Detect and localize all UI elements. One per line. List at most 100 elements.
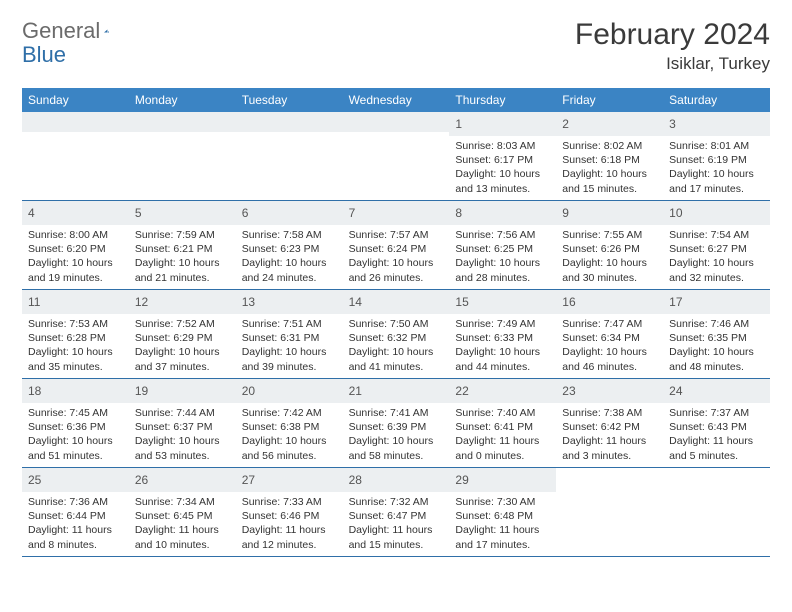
sunset-line: Sunset: 6:39 PM [349,420,444,434]
sunrise-line: Sunrise: 7:51 AM [242,317,337,331]
day-cell: 10Sunrise: 7:54 AMSunset: 6:27 PMDayligh… [663,201,770,289]
day-number: 22 [455,384,468,398]
cell-body: Sunrise: 7:56 AMSunset: 6:25 PMDaylight:… [449,225,556,289]
sunset-line: Sunset: 6:26 PM [562,242,657,256]
daylight-line: Daylight: 11 hours and 10 minutes. [135,523,230,551]
sunset-line: Sunset: 6:45 PM [135,509,230,523]
daynum-row: 25 [22,468,129,492]
empty-cell [129,112,236,200]
daynum-row: 3 [663,112,770,136]
daylight-line: Daylight: 10 hours and 17 minutes. [669,167,764,195]
daynum-row: 2 [556,112,663,136]
day-cell: 7Sunrise: 7:57 AMSunset: 6:24 PMDaylight… [343,201,450,289]
cell-body: Sunrise: 7:59 AMSunset: 6:21 PMDaylight:… [129,225,236,289]
day-number: 21 [349,384,362,398]
daynum-row: 8 [449,201,556,225]
empty-cell [556,468,663,556]
day-number: 20 [242,384,255,398]
sunset-line: Sunset: 6:20 PM [28,242,123,256]
sunset-line: Sunset: 6:47 PM [349,509,444,523]
day-cell: 24Sunrise: 7:37 AMSunset: 6:43 PMDayligh… [663,379,770,467]
sunrise-line: Sunrise: 7:37 AM [669,406,764,420]
daylight-line: Daylight: 10 hours and 30 minutes. [562,256,657,284]
daylight-line: Daylight: 10 hours and 41 minutes. [349,345,444,373]
day-number: 7 [349,206,356,220]
day-number: 12 [135,295,148,309]
sunset-line: Sunset: 6:23 PM [242,242,337,256]
day-number: 8 [455,206,462,220]
day-number: 18 [28,384,41,398]
day-cell: 17Sunrise: 7:46 AMSunset: 6:35 PMDayligh… [663,290,770,378]
sunrise-line: Sunrise: 7:54 AM [669,228,764,242]
daylight-line: Daylight: 10 hours and 53 minutes. [135,434,230,462]
daylight-line: Daylight: 10 hours and 51 minutes. [28,434,123,462]
sunset-line: Sunset: 6:46 PM [242,509,337,523]
cell-body: Sunrise: 7:54 AMSunset: 6:27 PMDaylight:… [663,225,770,289]
day-cell: 18Sunrise: 7:45 AMSunset: 6:36 PMDayligh… [22,379,129,467]
daynum-row [556,468,663,488]
page-header: General February 2024 Isiklar, Turkey [22,18,770,74]
cell-body: Sunrise: 7:41 AMSunset: 6:39 PMDaylight:… [343,403,450,467]
week-row: 4Sunrise: 8:00 AMSunset: 6:20 PMDaylight… [22,201,770,290]
daynum-row: 4 [22,201,129,225]
daynum-row [22,112,129,132]
cell-body: Sunrise: 7:38 AMSunset: 6:42 PMDaylight:… [556,403,663,467]
day-cell: 5Sunrise: 7:59 AMSunset: 6:21 PMDaylight… [129,201,236,289]
daynum-row: 19 [129,379,236,403]
sunset-line: Sunset: 6:21 PM [135,242,230,256]
day-cell: 8 Sunrise: 7:56 AMSunset: 6:25 PMDaylight… [449,201,556,289]
week-row: 11Sunrise: 7:53 AMSunset: 6:28 PMDayligh… [22,290,770,379]
sunset-line: Sunset: 6:17 PM [455,153,550,167]
daynum-row: 16 [556,290,663,314]
day-cell: 15Sunrise: 7:49 AMSunset: 6:33 PMDayligh… [449,290,556,378]
day-cell: 19Sunrise: 7:44 AMSunset: 6:37 PMDayligh… [129,379,236,467]
cell-body: Sunrise: 7:33 AMSunset: 6:46 PMDaylight:… [236,492,343,556]
daylight-line: Daylight: 11 hours and 15 minutes. [349,523,444,551]
title-block: February 2024 Isiklar, Turkey [575,18,770,74]
sunset-line: Sunset: 6:38 PM [242,420,337,434]
logo-line2: Blue [22,42,66,68]
day-cell: 26Sunrise: 7:34 AMSunset: 6:45 PMDayligh… [129,468,236,556]
cell-body: Sunrise: 7:36 AMSunset: 6:44 PMDaylight:… [22,492,129,556]
cell-body: Sunrise: 7:34 AMSunset: 6:45 PMDaylight:… [129,492,236,556]
sunset-line: Sunset: 6:42 PM [562,420,657,434]
cell-body [129,132,236,139]
sunrise-line: Sunrise: 7:41 AM [349,406,444,420]
cell-body: Sunrise: 8:01 AMSunset: 6:19 PMDaylight:… [663,136,770,200]
cell-body: Sunrise: 7:37 AMSunset: 6:43 PMDaylight:… [663,403,770,467]
cell-body: Sunrise: 7:50 AMSunset: 6:32 PMDaylight:… [343,314,450,378]
daylight-line: Daylight: 10 hours and 39 minutes. [242,345,337,373]
sunrise-line: Sunrise: 7:50 AM [349,317,444,331]
daylight-line: Daylight: 11 hours and 3 minutes. [562,434,657,462]
daynum-row: 22 [449,379,556,403]
sunset-line: Sunset: 6:44 PM [28,509,123,523]
cell-body: Sunrise: 7:42 AMSunset: 6:38 PMDaylight:… [236,403,343,467]
month-title: February 2024 [575,18,770,52]
sunset-line: Sunset: 6:35 PM [669,331,764,345]
sunrise-line: Sunrise: 7:38 AM [562,406,657,420]
day-header-wednesday: Wednesday [343,88,450,112]
sunrise-line: Sunrise: 7:45 AM [28,406,123,420]
sunset-line: Sunset: 6:48 PM [455,509,550,523]
daynum-row: 27 [236,468,343,492]
calendar-weeks: 1 Sunrise: 8:03 AMSunset: 6:17 PMDaylight… [22,112,770,557]
daynum-row: 10 [663,201,770,225]
cell-body: Sunrise: 8:03 AMSunset: 6:17 PMDaylight:… [449,136,556,200]
daynum-row: 11 [22,290,129,314]
calendar-page: General February 2024 Isiklar, Turkey Bl… [0,0,792,575]
day-number: 19 [135,384,148,398]
daylight-line: Daylight: 10 hours and 37 minutes. [135,345,230,373]
daylight-line: Daylight: 10 hours and 35 minutes. [28,345,123,373]
day-cell: 20 Sunrise: 7:42 AMSunset: 6:38 PMDayligh… [236,379,343,467]
cell-body: Sunrise: 7:53 AMSunset: 6:28 PMDaylight:… [22,314,129,378]
logo-triangle-icon [104,21,109,41]
daylight-line: Daylight: 10 hours and 13 minutes. [455,167,550,195]
day-cell: 28Sunrise: 7:32 AMSunset: 6:47 PMDayligh… [343,468,450,556]
daynum-row: 28 [343,468,450,492]
day-number: 1 [455,117,462,131]
daynum-row: 21 [343,379,450,403]
sunset-line: Sunset: 6:32 PM [349,331,444,345]
calendar: SundayMondayTuesdayWednesdayThursdayFrid… [22,88,770,557]
day-cell: 9Sunrise: 7:55 AMSunset: 6:26 PMDaylight… [556,201,663,289]
day-cell: 29Sunrise: 7:30 AMSunset: 6:48 PMDayligh… [449,468,556,556]
